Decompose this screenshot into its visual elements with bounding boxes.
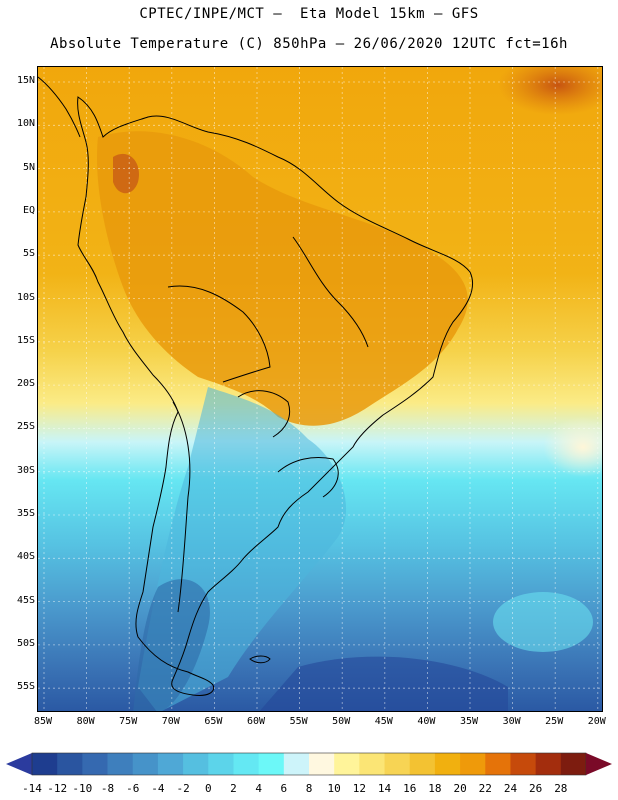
lat-label-5S: 5S (22, 248, 35, 260)
map-title-line1: CPTEC/INPE/MCT – Eta Model 15km – GFS (139, 6, 479, 22)
lon-label-70W: 70W (161, 716, 180, 727)
color-scale-label: -8 (100, 782, 115, 795)
color-scale-label: 4 (255, 782, 262, 795)
color-scale-underflow-arrow (6, 753, 32, 775)
lat-lon-grid (38, 67, 602, 711)
color-scale-cell (32, 753, 58, 775)
brazil-bolivia-border (167, 285, 271, 383)
coastlines (38, 76, 474, 696)
color-scale-cell (560, 753, 587, 775)
color-scale-label: 2 (230, 782, 237, 795)
lon-label-85W: 85W (33, 716, 53, 727)
lat-label-15S: 15S (16, 334, 35, 346)
color-scale-cell (82, 753, 108, 775)
falkland-islands (249, 655, 271, 664)
color-scale-label: 0 (204, 782, 212, 795)
lon-label-30W: 30W (502, 716, 521, 727)
lon-label-55W: 55W (289, 716, 308, 727)
lat-label-50S: 50S (16, 637, 35, 649)
color-scale-cell (208, 753, 234, 775)
color-scale-cell (535, 753, 562, 775)
lat-label-55S: 55S (16, 681, 35, 693)
color-scale-overflow-arrow (586, 753, 612, 775)
lat-label-10S: 10S (16, 291, 35, 303)
andes-border (172, 401, 191, 613)
lon-label-65W: 65W (204, 716, 223, 727)
color-scale-label: -4 (151, 782, 165, 795)
uruguay-border (277, 457, 339, 498)
paraguay-border (237, 390, 291, 438)
color-scale-label: 26 (529, 782, 543, 795)
lat-label-20S: 20S (16, 378, 35, 390)
lon-label-35W: 35W (459, 716, 479, 727)
color-scale-cell (233, 753, 260, 775)
lat-label-5N: 5N (22, 161, 35, 173)
color-scale-cell (485, 753, 511, 775)
color-scale-cell (510, 753, 537, 775)
lon-label-60W: 60W (246, 716, 266, 727)
lon-label-50W: 50W (332, 716, 351, 727)
lat-label-45S: 45S (16, 594, 35, 606)
land-warm-region (97, 131, 468, 426)
brazil-inner-border (292, 236, 369, 348)
lon-label-20W: 20W (587, 716, 606, 727)
color-scale-bar (6, 752, 612, 776)
lon-label-80W: 80W (76, 716, 95, 727)
color-scale-label: -2 (176, 782, 190, 795)
color-scale-cell (183, 753, 209, 775)
map-title-line2: Absolute Temperature (C) 850hPa – 26/06/… (50, 36, 568, 52)
color-scale-label: 6 (280, 782, 288, 795)
color-scale-label: 14 (377, 782, 392, 795)
color-scale-cell (258, 753, 285, 775)
cyan-eddy (493, 592, 593, 652)
lat-label-25S: 25S (16, 421, 35, 433)
color-scale-cell (359, 753, 385, 775)
color-scale-label: 8 (305, 782, 313, 795)
color-scale-cell (132, 753, 159, 775)
color-scale-cell (283, 753, 310, 775)
color-scale-label: 24 (503, 782, 518, 795)
color-scale-label: -12 (47, 782, 68, 795)
color-scale-label: -10 (72, 782, 93, 795)
cool-patch-east (543, 417, 602, 477)
hot-spot-northeast (498, 67, 602, 115)
color-scale-cell (57, 753, 83, 775)
central-america-outline (38, 76, 81, 138)
cold-core (133, 579, 210, 711)
map-panel (37, 66, 603, 712)
color-scale-cell (460, 753, 486, 775)
lat-label-10N: 10N (16, 118, 35, 130)
color-scale-cell (384, 753, 411, 775)
color-scale-label: 20 (453, 782, 467, 795)
lat-label-30S: 30S (16, 464, 35, 476)
color-scale-cell (409, 753, 436, 775)
lat-label-15N: 15N (16, 75, 35, 86)
lat-label-35S: 35S (16, 508, 35, 519)
lat-label-40S: 40S (16, 551, 35, 563)
lon-label-40W: 40W (417, 716, 436, 727)
color-scale-cell (334, 753, 360, 775)
color-scale-label: 18 (428, 782, 442, 795)
lon-label-45W: 45W (374, 716, 393, 727)
color-scale-label: 16 (403, 782, 417, 795)
hot-spot-venezuela (113, 153, 139, 194)
south-america-outline (77, 96, 474, 696)
color-scale-cell (107, 753, 134, 775)
color-scale-label: 28 (554, 782, 568, 795)
color-scale-label: 12 (352, 782, 366, 795)
temperature-field-map (38, 67, 602, 711)
color-scale-label: -6 (126, 782, 140, 795)
color-scale-cell (157, 753, 184, 775)
color-scale-label: 10 (327, 782, 341, 795)
cold-south-ocean (259, 656, 508, 711)
lon-label-75W: 75W (119, 716, 138, 727)
color-scale-cell (309, 753, 335, 775)
color-scale-cells (31, 752, 587, 776)
color-scale-cell (434, 753, 461, 775)
color-scale-label: -14 (22, 782, 42, 795)
lat-label-EQ: EQ (22, 204, 35, 216)
lon-label-25W: 25W (545, 716, 564, 727)
color-scale-label: 22 (478, 782, 492, 795)
